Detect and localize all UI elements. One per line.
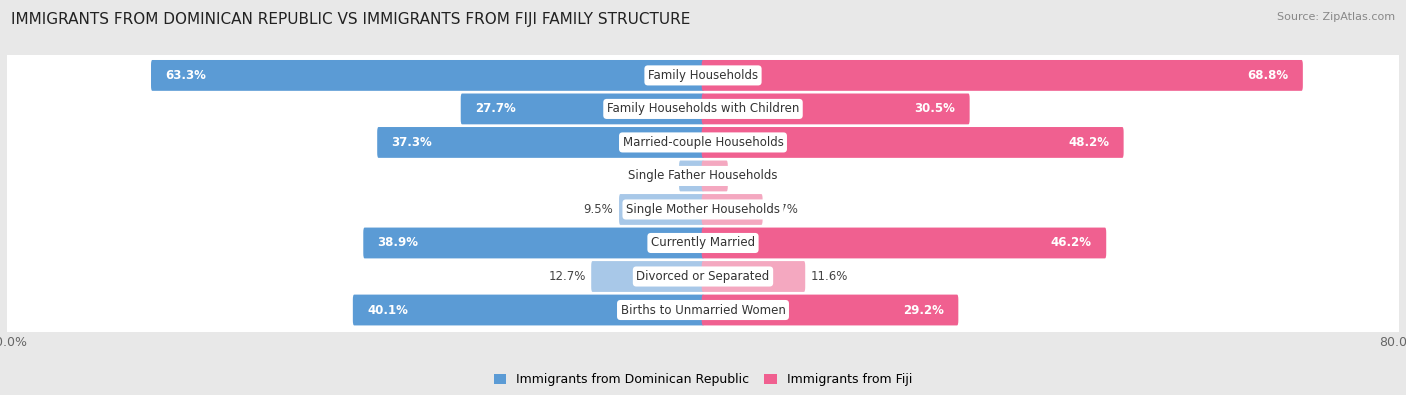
Text: 63.3%: 63.3% (166, 69, 207, 82)
Text: 2.6%: 2.6% (644, 169, 673, 182)
Text: Single Father Households: Single Father Households (628, 169, 778, 182)
Text: 37.3%: 37.3% (391, 136, 432, 149)
FancyBboxPatch shape (702, 194, 762, 225)
FancyBboxPatch shape (0, 115, 1406, 170)
FancyBboxPatch shape (461, 94, 704, 124)
Text: 38.9%: 38.9% (378, 237, 419, 250)
Text: Family Households: Family Households (648, 69, 758, 82)
FancyBboxPatch shape (702, 127, 1123, 158)
Text: 6.7%: 6.7% (768, 203, 799, 216)
FancyBboxPatch shape (150, 60, 704, 91)
FancyBboxPatch shape (0, 81, 1406, 137)
FancyBboxPatch shape (0, 282, 1406, 338)
Text: Currently Married: Currently Married (651, 237, 755, 250)
Text: IMMIGRANTS FROM DOMINICAN REPUBLIC VS IMMIGRANTS FROM FIJI FAMILY STRUCTURE: IMMIGRANTS FROM DOMINICAN REPUBLIC VS IM… (11, 12, 690, 27)
Text: 46.2%: 46.2% (1050, 237, 1092, 250)
Text: Single Mother Households: Single Mother Households (626, 203, 780, 216)
Text: Source: ZipAtlas.com: Source: ZipAtlas.com (1277, 12, 1395, 22)
Text: Births to Unmarried Women: Births to Unmarried Women (620, 303, 786, 316)
FancyBboxPatch shape (619, 194, 704, 225)
FancyBboxPatch shape (679, 160, 704, 191)
Legend: Immigrants from Dominican Republic, Immigrants from Fiji: Immigrants from Dominican Republic, Immi… (494, 373, 912, 386)
FancyBboxPatch shape (363, 228, 704, 258)
Text: Married-couple Households: Married-couple Households (623, 136, 783, 149)
FancyBboxPatch shape (377, 127, 704, 158)
Text: 27.7%: 27.7% (475, 102, 516, 115)
FancyBboxPatch shape (0, 47, 1406, 103)
FancyBboxPatch shape (0, 215, 1406, 271)
Text: 29.2%: 29.2% (903, 303, 943, 316)
Text: Family Households with Children: Family Households with Children (607, 102, 799, 115)
Text: 11.6%: 11.6% (811, 270, 848, 283)
FancyBboxPatch shape (702, 60, 1303, 91)
FancyBboxPatch shape (0, 148, 1406, 204)
FancyBboxPatch shape (353, 295, 704, 325)
FancyBboxPatch shape (702, 228, 1107, 258)
Text: Divorced or Separated: Divorced or Separated (637, 270, 769, 283)
FancyBboxPatch shape (702, 94, 970, 124)
FancyBboxPatch shape (702, 261, 806, 292)
FancyBboxPatch shape (591, 261, 704, 292)
Text: 2.7%: 2.7% (734, 169, 763, 182)
Text: 12.7%: 12.7% (548, 270, 585, 283)
FancyBboxPatch shape (0, 249, 1406, 304)
Text: 48.2%: 48.2% (1069, 136, 1109, 149)
Text: 40.1%: 40.1% (367, 303, 408, 316)
Text: 68.8%: 68.8% (1247, 69, 1288, 82)
Text: 30.5%: 30.5% (914, 102, 955, 115)
FancyBboxPatch shape (702, 160, 728, 191)
Text: 9.5%: 9.5% (583, 203, 613, 216)
FancyBboxPatch shape (0, 182, 1406, 237)
FancyBboxPatch shape (702, 295, 959, 325)
